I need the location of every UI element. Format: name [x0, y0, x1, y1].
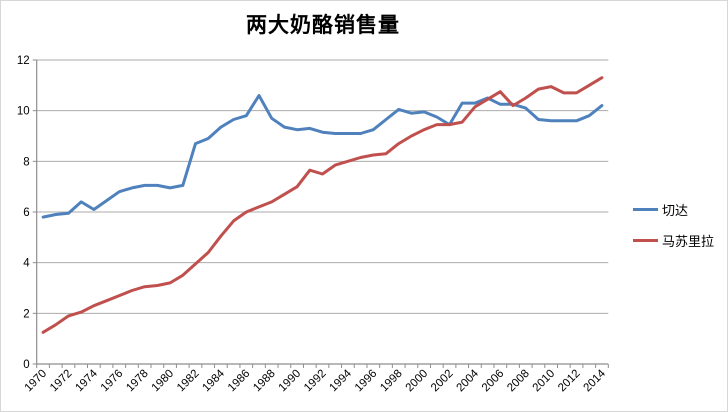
x-tick-label: 1994 — [327, 367, 354, 394]
legend-item-cheddar: 切达 — [633, 200, 714, 219]
x-tick-label: 2014 — [581, 367, 608, 394]
x-tick-label: 1980 — [150, 368, 177, 395]
legend-item-mozzarella: 马苏里拉 — [633, 231, 714, 250]
x-tick-label: 1974 — [73, 367, 100, 394]
legend-swatch-cheddar — [633, 208, 658, 211]
x-tick-label: 1998 — [378, 368, 405, 395]
x-tick-label: 1984 — [200, 367, 227, 394]
y-tick-label: 12 — [17, 55, 30, 67]
x-tick-label: 1990 — [277, 368, 304, 395]
y-tick-label: 4 — [23, 258, 30, 270]
legend-swatch-mozzarella — [633, 239, 658, 242]
y-tick-label: 0 — [23, 359, 29, 371]
x-tick-label: 1982 — [175, 368, 202, 395]
x-tick-label: 1992 — [302, 368, 329, 395]
x-tick-label: 2010 — [531, 368, 558, 395]
series-line-mozzarella — [41, 76, 604, 334]
x-tick-label: 2008 — [505, 368, 532, 395]
y-tick-label: 2 — [23, 308, 29, 320]
x-tick-label: 1972 — [48, 368, 75, 395]
x-tick-label: 1978 — [124, 368, 151, 395]
y-tick-label: 10 — [17, 106, 30, 118]
x-tick-label: 2004 — [454, 367, 481, 394]
chart-title: 两大奶酪销售量 — [246, 12, 400, 37]
legend-label-cheddar: 切达 — [662, 203, 689, 218]
x-tick-label: 1976 — [99, 368, 126, 395]
x-tick-label: 1988 — [251, 368, 278, 395]
y-tick-label: 8 — [23, 156, 29, 168]
x-tick-label: 2012 — [556, 368, 583, 395]
x-tick-label: 1996 — [353, 368, 380, 395]
x-tick-label: 2002 — [429, 368, 456, 395]
x-tick-label: 1970 — [23, 368, 50, 395]
series-line-cheddar — [41, 94, 604, 219]
x-tick-label: 2006 — [480, 368, 507, 395]
legend: 切达 马苏里拉 — [633, 200, 714, 250]
x-tick-label: 1986 — [226, 368, 253, 395]
x-tick-label: 2000 — [404, 368, 431, 395]
legend-label-mozzarella: 马苏里拉 — [662, 234, 715, 249]
y-tick-label: 6 — [23, 207, 29, 219]
